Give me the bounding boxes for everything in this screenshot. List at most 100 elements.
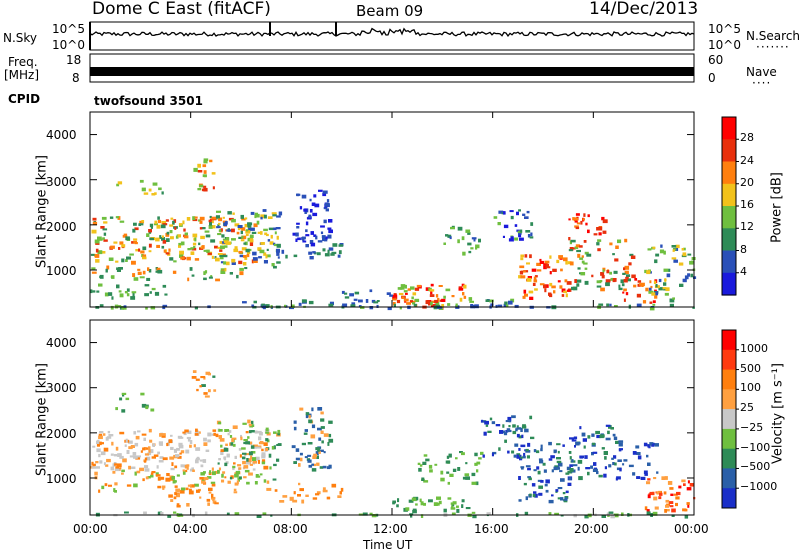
range-cell	[318, 437, 322, 441]
range-cell	[623, 459, 628, 462]
range-cell	[484, 420, 489, 425]
range-cell	[293, 426, 297, 431]
range-cell	[502, 235, 505, 238]
range-cell	[308, 300, 314, 305]
range-cell	[195, 428, 198, 433]
range-cell	[269, 466, 272, 470]
range-cell	[576, 249, 581, 253]
range-cell	[180, 450, 185, 454]
nsky-tick-top: 10^5	[52, 22, 85, 36]
range-cell	[158, 187, 162, 191]
range-cell	[132, 228, 136, 233]
range-cell	[212, 497, 215, 502]
range-cell	[433, 502, 438, 506]
range-cell	[653, 496, 658, 501]
range-cell	[684, 514, 689, 519]
range-cell	[438, 285, 443, 287]
range-cell	[544, 483, 548, 487]
range-cell	[419, 464, 423, 467]
range-cell	[211, 467, 214, 471]
range-cell	[459, 451, 463, 454]
range-cell	[222, 471, 226, 474]
nsky-trace	[89, 22, 695, 50]
range-cell	[420, 501, 424, 506]
range-cell	[226, 429, 230, 432]
range-cell	[570, 239, 576, 243]
nsky-frame	[89, 21, 695, 51]
range-cell	[162, 240, 167, 244]
range-cell	[161, 191, 164, 195]
range-cell	[203, 477, 209, 480]
range-cell	[409, 300, 413, 303]
range-cell	[669, 303, 674, 307]
range-cell	[245, 229, 251, 234]
range-cell	[156, 465, 159, 469]
range-cell	[540, 444, 543, 449]
range-cell	[608, 464, 612, 468]
range-cell	[241, 218, 246, 221]
range-cell	[117, 305, 122, 308]
range-cell	[299, 452, 303, 456]
range-cell	[301, 194, 307, 199]
range-cell	[584, 267, 588, 270]
range-cell	[317, 240, 323, 243]
range-cell	[296, 226, 300, 229]
range-cell	[322, 192, 327, 197]
range-cell	[445, 288, 451, 292]
range-cell	[438, 500, 442, 505]
xtick-0400: 04:00	[173, 522, 208, 536]
range-cell	[575, 213, 580, 216]
range-cell	[317, 427, 322, 431]
colorbar-tick-label: 100	[740, 381, 761, 395]
range-cell	[654, 295, 658, 299]
range-cell	[584, 455, 588, 459]
range-cell	[536, 262, 541, 266]
range-cell	[195, 459, 199, 464]
range-cell	[596, 285, 602, 288]
range-cell	[165, 232, 170, 237]
range-cell	[428, 499, 433, 503]
range-cell	[598, 226, 603, 231]
range-cell	[119, 397, 123, 401]
range-cell	[298, 302, 302, 306]
range-cell	[231, 437, 237, 440]
range-cell	[505, 304, 509, 307]
range-cell	[321, 440, 324, 444]
range-cell	[320, 449, 324, 452]
range-cell	[233, 488, 237, 491]
range-cell	[179, 250, 184, 255]
range-cell	[538, 485, 543, 489]
range-cell	[624, 238, 628, 243]
range-cell	[165, 219, 169, 222]
range-cell	[661, 476, 666, 480]
range-cell	[575, 244, 580, 248]
range-cell	[608, 425, 612, 429]
range-cell	[205, 234, 211, 238]
power-colorbar-label: Power [dB]	[769, 172, 785, 243]
range-cell	[623, 267, 626, 271]
range-cell	[233, 491, 238, 494]
range-cell	[231, 438, 234, 442]
range-cell	[252, 468, 256, 471]
range-cell	[168, 494, 173, 498]
range-cell	[660, 244, 663, 248]
range-cell	[265, 447, 269, 451]
range-cell	[171, 462, 174, 466]
range-cell	[565, 472, 570, 475]
range-cell	[447, 481, 450, 485]
range-cell	[197, 170, 203, 173]
range-cell	[524, 511, 529, 516]
range-cell	[126, 293, 130, 297]
colorbar-tick-label: 8	[740, 242, 747, 256]
range-cell	[560, 497, 564, 501]
range-cell	[524, 293, 528, 297]
range-cell	[165, 477, 171, 482]
range-cell	[664, 476, 668, 480]
range-cell	[249, 242, 254, 246]
range-cell	[471, 511, 476, 514]
range-cell	[240, 239, 245, 242]
range-cell	[606, 303, 610, 307]
range-cell	[451, 295, 455, 298]
range-cell	[654, 259, 658, 264]
range-cell	[369, 306, 374, 310]
